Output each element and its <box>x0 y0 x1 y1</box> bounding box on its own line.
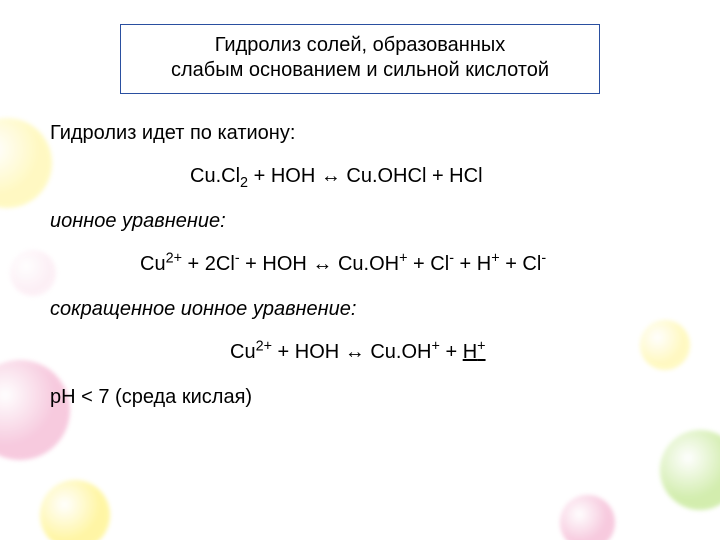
intro-text: Гидролиз идет по катиону: <box>50 120 670 147</box>
eq-ion-s5: + <box>491 250 499 266</box>
equation-short: Cu2+ + HOH ↔ Cu.OH+ + H+ <box>50 339 670 366</box>
slide: Гидролиз солей, образованных слабым осно… <box>0 0 720 540</box>
eq-mol-rest: + HOH ↔ Cu.OHCl + HCl <box>248 165 482 187</box>
eq-sh-p2: + HOH ↔ Cu.OH <box>272 341 431 363</box>
short-ionic-label: сокращенное ионное уравнение: <box>50 296 670 323</box>
eq-sh-p1: Cu <box>230 341 256 363</box>
eq-sh-p3: + <box>440 341 463 363</box>
eq-sh-s1: 2+ <box>256 338 272 354</box>
eq-ion-p6: + Cl <box>500 253 542 275</box>
eq-ion-p5: + H <box>454 253 491 275</box>
eq-ion-p2: + 2Cl <box>182 253 235 275</box>
eq-sh-s2: + <box>431 338 439 354</box>
title-box: Гидролиз солей, образованных слабым осно… <box>120 24 600 94</box>
eq-sh-u1-sup: + <box>477 338 485 354</box>
eq-ion-p1: Cu <box>140 253 166 275</box>
equation-ionic: Cu2+ + 2Cl- + HOH ↔ Cu.OH+ + Cl- + H+ + … <box>50 251 670 278</box>
eq-sh-u1-base: H <box>463 341 477 363</box>
eq-mol-part: Cu.Cl <box>190 165 240 187</box>
equation-molecular: Cu.Cl2 + HOH ↔ Cu.OHCl + HCl <box>50 163 670 190</box>
ph-line: pH < 7 (среда кислая) <box>50 384 670 411</box>
eq-ion-s1: 2+ <box>166 250 182 266</box>
title-line-2: слабым основанием и сильной кислотой <box>135 58 585 83</box>
eq-ion-s3: + <box>399 250 407 266</box>
ionic-label: ионное уравнение: <box>50 208 670 235</box>
eq-sh-u1: H+ <box>463 341 486 363</box>
eq-ion-s6: - <box>541 250 546 266</box>
eq-ion-p4: + Cl <box>408 253 450 275</box>
eq-mol-sub: 2 <box>240 175 248 191</box>
title-line-1: Гидролиз солей, образованных <box>135 33 585 58</box>
eq-ion-p3: + HOH ↔ Cu.OH <box>240 253 399 275</box>
